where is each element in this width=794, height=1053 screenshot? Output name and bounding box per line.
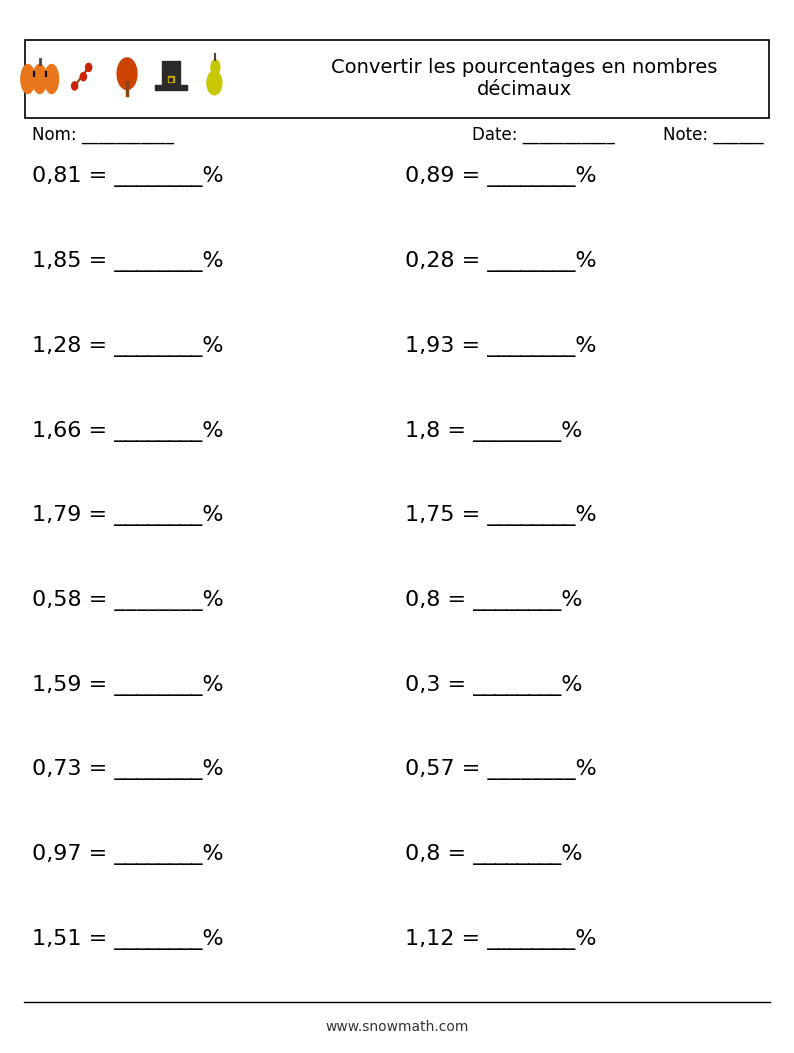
Text: Nom: ___________: Nom: ___________ xyxy=(32,125,174,144)
Text: 1,12 = ________%: 1,12 = ________% xyxy=(405,929,596,950)
Text: 0,8 = ________%: 0,8 = ________% xyxy=(405,845,583,866)
Ellipse shape xyxy=(211,60,220,75)
Text: 0,97 = ________%: 0,97 = ________% xyxy=(32,845,223,866)
Text: www.snowmath.com: www.snowmath.com xyxy=(326,1019,468,1034)
Text: 1,79 = ________%: 1,79 = ________% xyxy=(32,505,223,526)
Text: 1,28 = ________%: 1,28 = ________% xyxy=(32,336,223,357)
Text: 0,81 = ________%: 0,81 = ________% xyxy=(32,166,223,187)
Ellipse shape xyxy=(33,64,47,94)
Text: 1,59 = ________%: 1,59 = ________% xyxy=(32,675,223,696)
Text: 0,57 = ________%: 0,57 = ________% xyxy=(405,759,596,780)
Text: 0,89 = ________%: 0,89 = ________% xyxy=(405,166,596,187)
Text: 0,3 = ________%: 0,3 = ________% xyxy=(405,675,583,696)
Text: 1,66 = ________%: 1,66 = ________% xyxy=(32,420,223,441)
Text: 0,8 = ________%: 0,8 = ________% xyxy=(405,590,583,611)
Text: 0,28 = ________%: 0,28 = ________% xyxy=(405,251,596,272)
Text: 0,58 = ________%: 0,58 = ________% xyxy=(32,590,223,611)
Ellipse shape xyxy=(118,58,137,90)
Text: Date: ___________: Date: ___________ xyxy=(472,125,615,144)
Ellipse shape xyxy=(21,64,35,94)
Text: 0,73 = ________%: 0,73 = ________% xyxy=(32,759,223,780)
Text: Convertir les pourcentages en nombres
décimaux: Convertir les pourcentages en nombres dé… xyxy=(331,59,717,99)
Bar xyxy=(169,78,172,81)
Ellipse shape xyxy=(80,73,87,81)
Bar xyxy=(168,77,174,82)
Ellipse shape xyxy=(207,71,222,95)
Bar xyxy=(25,40,769,118)
Ellipse shape xyxy=(71,82,78,90)
Ellipse shape xyxy=(44,64,59,94)
Bar xyxy=(155,85,187,90)
Text: 1,8 = ________%: 1,8 = ________% xyxy=(405,420,582,441)
Text: 1,75 = ________%: 1,75 = ________% xyxy=(405,505,596,526)
Text: 1,51 = ________%: 1,51 = ________% xyxy=(32,929,223,950)
Ellipse shape xyxy=(86,63,91,72)
Bar xyxy=(162,61,179,85)
Text: 1,93 = ________%: 1,93 = ________% xyxy=(405,336,596,357)
Text: Note: ______: Note: ______ xyxy=(663,125,764,144)
Text: 1,85 = ________%: 1,85 = ________% xyxy=(32,251,223,272)
